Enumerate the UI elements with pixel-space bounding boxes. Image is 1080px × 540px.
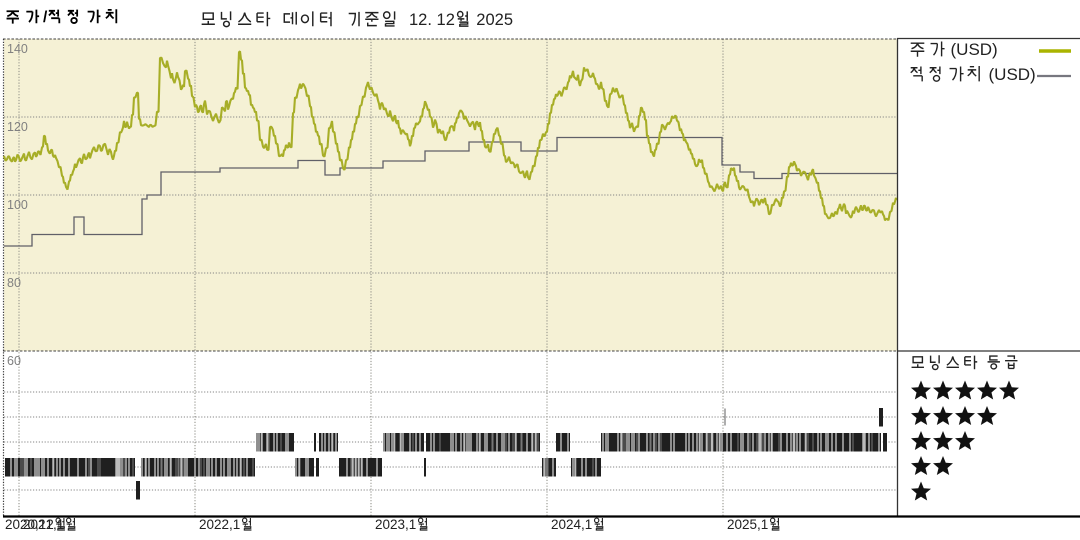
svg-text:2022,1: 2022,1 [199,517,240,532]
svg-text:2024,1: 2024,1 [551,517,592,532]
svg-text:(USD): (USD) [951,40,998,59]
svg-text:80: 80 [7,276,21,290]
svg-text:100: 100 [7,198,28,212]
svg-text:60: 60 [7,354,21,368]
svg-text:2020,12: 2020,12 [5,517,54,532]
svg-text:2021,1: 2021,1 [23,517,64,532]
svg-text:/: / [43,9,48,26]
svg-text:140: 140 [7,42,28,56]
svg-text:12. 12: 12. 12 [409,11,455,29]
svg-text:120: 120 [7,120,28,134]
svg-text:2025,1: 2025,1 [727,517,768,532]
svg-text:(USD): (USD) [989,65,1036,84]
svg-text:2023,1: 2023,1 [375,517,416,532]
svg-text:2025: 2025 [476,11,513,29]
